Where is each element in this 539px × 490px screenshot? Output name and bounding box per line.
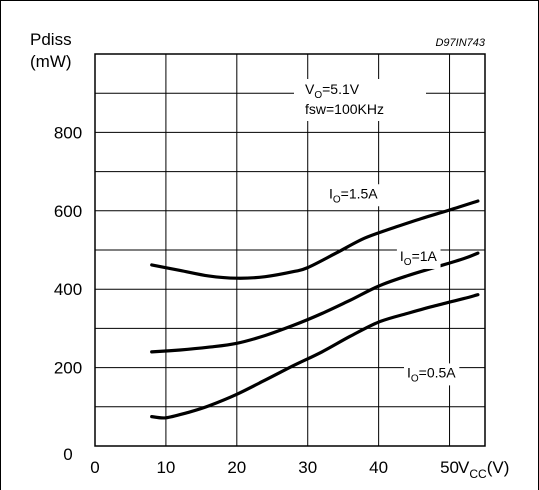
series-label-background: [404, 363, 460, 386]
series-curve-2: [150, 293, 480, 420]
series-label-background: [326, 184, 382, 207]
y-tick-label: 800: [54, 123, 82, 142]
condition-vo-rest: =5.1V: [322, 81, 360, 97]
condition-vo: VO=5.1V: [305, 81, 360, 101]
y-tick-labels: 0 200 400 600 800: [54, 123, 82, 464]
figure-code: D97IN743: [435, 37, 485, 49]
condition-vo-sub: O: [314, 90, 322, 101]
series-label-sub: O: [404, 257, 412, 268]
y-axis-title-line1: Pdiss: [30, 30, 72, 49]
series-label-background: [396, 246, 441, 269]
x-axis-title-unit: (V): [487, 458, 510, 477]
x-tick-label: 20: [227, 458, 246, 477]
x-tick-label: 40: [369, 458, 388, 477]
x-axis-title-sub: CC: [469, 467, 487, 481]
y-tick-label: 400: [54, 280, 82, 299]
plot-border: [94, 53, 486, 447]
y-tick-label: 0: [63, 445, 72, 464]
x-axis-title-main: V: [458, 458, 470, 477]
conditions-background: [294, 79, 426, 121]
leader-lines: [350, 193, 459, 378]
series-label: IO=1.5A: [329, 185, 378, 205]
series-label-main: I: [400, 248, 404, 264]
series-label-main: I: [407, 364, 411, 380]
y-axis-title-line2: (mW): [30, 52, 72, 71]
series-label-rest: =0.5A: [419, 364, 457, 380]
grid: [95, 54, 485, 446]
x-tick-labels: 0 10 20 30 40 50: [90, 458, 459, 477]
x-tick-label: 0: [90, 458, 99, 477]
series-label-main: I: [329, 185, 333, 201]
condition-vo-main: V: [305, 81, 315, 97]
x-tick-label: 10: [156, 458, 175, 477]
series-label-sub: O: [411, 373, 419, 384]
condition-fsw: fsw=100KHz: [305, 101, 384, 117]
series-label: IO=0.5A: [407, 364, 456, 384]
x-tick-label: 30: [298, 458, 317, 477]
y-tick-label: 600: [54, 202, 82, 221]
series-curve-0: [150, 199, 480, 280]
series-label: IO=1A: [400, 248, 438, 268]
series-label-sub: O: [333, 194, 341, 205]
x-axis-title: VCC(V): [458, 458, 509, 481]
conditions-annotation: VO=5.1V fsw=100KHz: [294, 79, 426, 121]
x-tick-label: 50: [440, 458, 459, 477]
series-label-rest: =1.5A: [341, 185, 379, 201]
series-label-rest: =1A: [412, 248, 438, 264]
y-tick-label: 200: [54, 359, 82, 378]
